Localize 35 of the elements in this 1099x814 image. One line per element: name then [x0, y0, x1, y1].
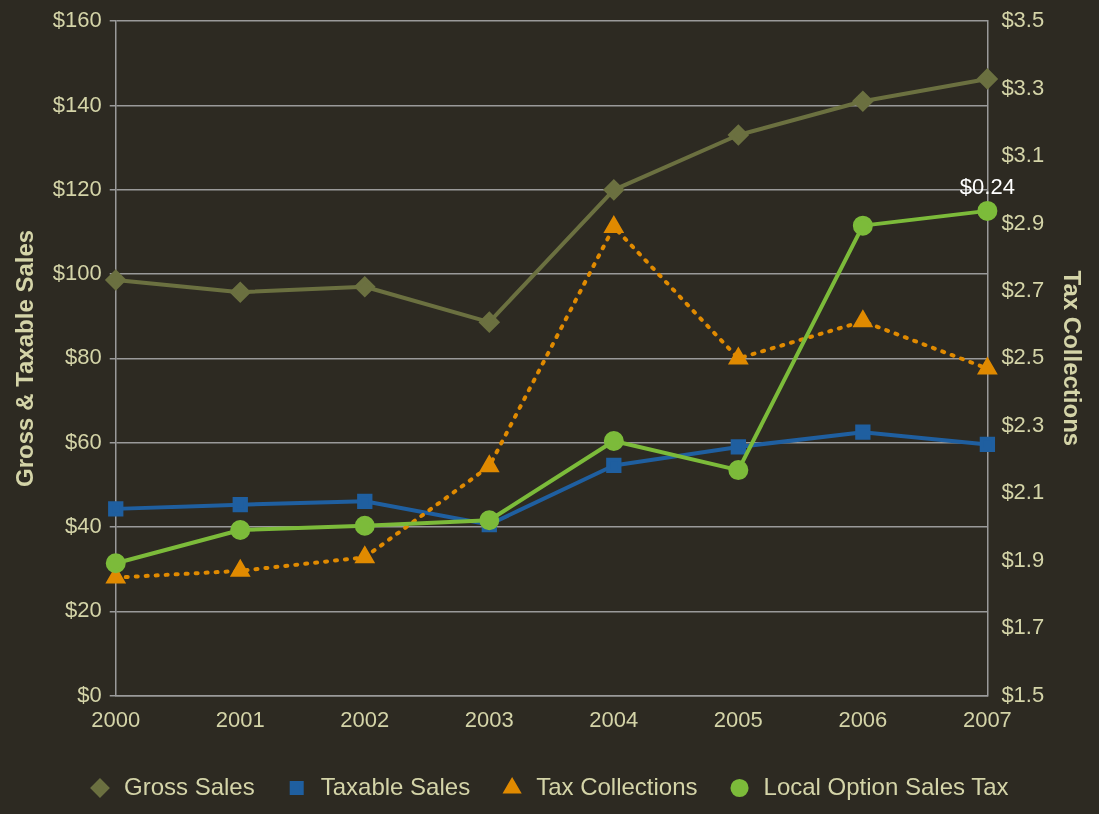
y2-tick-label: $3.3 — [1001, 74, 1045, 100]
y-tick-label: $60 — [65, 428, 102, 454]
x-tick-label: 2006 — [838, 706, 888, 732]
legend-label: Local Option Sales Tax — [763, 772, 1009, 800]
annotation: $0.24 — [959, 173, 1015, 199]
y-tick-label: $80 — [65, 344, 102, 370]
y-tick-label: $160 — [52, 7, 102, 33]
legend-label: Gross Sales — [123, 772, 255, 800]
x-tick-label: 2002 — [340, 706, 390, 732]
y2-tick-label: $1.9 — [1001, 546, 1045, 572]
y2-tick-label: $1.5 — [1001, 681, 1045, 707]
y2-axis-title: Tax Collections — [1058, 270, 1086, 447]
legend-label: Tax Collections — [536, 772, 698, 800]
x-tick-label: 2007 — [962, 706, 1012, 732]
y-tick-label: $140 — [52, 91, 102, 117]
y-tick-label: $120 — [52, 175, 102, 201]
y2-tick-label: $2.7 — [1001, 277, 1045, 303]
y2-tick-label: $2.9 — [1001, 209, 1045, 235]
y-tick-label: $0 — [77, 681, 102, 707]
y2-tick-label: $2.3 — [1001, 411, 1045, 437]
y-tick-label: $100 — [52, 260, 102, 286]
y2-tick-label: $3.5 — [1001, 7, 1045, 33]
x-tick-label: 2003 — [464, 706, 514, 732]
x-tick-label: 2000 — [91, 706, 141, 732]
y2-tick-label: $2.1 — [1001, 479, 1045, 505]
x-tick-label: 2004 — [589, 706, 639, 732]
y2-tick-label: $2.5 — [1001, 344, 1045, 370]
y-tick-label: $20 — [65, 597, 102, 623]
y-tick-label: $40 — [65, 513, 102, 539]
x-tick-label: 2005 — [713, 706, 763, 732]
x-tick-label: 2001 — [215, 706, 265, 732]
y2-tick-label: $3.1 — [1001, 142, 1045, 168]
legend-label: Taxable Sales — [320, 772, 471, 800]
y-axis-title: Gross & Taxable Sales — [11, 229, 39, 487]
y2-tick-label: $1.7 — [1001, 614, 1045, 640]
